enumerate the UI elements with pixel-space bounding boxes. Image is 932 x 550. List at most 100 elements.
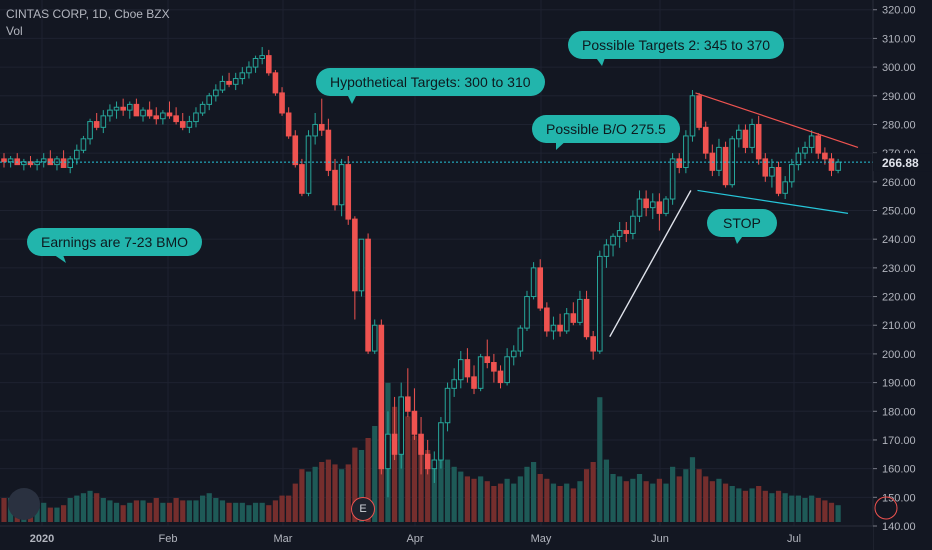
volume-bar	[418, 445, 424, 522]
volume-bar	[663, 483, 669, 522]
volume-bar	[391, 406, 398, 522]
candle-body	[146, 109, 153, 117]
candle-body	[716, 146, 722, 171]
annotation-hypothetical-targets[interactable]: Hypothetical Targets: 300 to 310	[316, 68, 545, 96]
volume-bar	[425, 450, 431, 522]
volume-bar	[431, 459, 437, 522]
volume-bar	[80, 493, 87, 522]
volume-bar	[822, 500, 828, 522]
volume-bar	[272, 500, 279, 522]
time-tick-label: Jul	[787, 533, 801, 545]
candle-body	[193, 112, 199, 123]
volume-bar	[127, 502, 133, 522]
annotation-earnings[interactable]: Earnings are 7-23 BMO	[27, 228, 203, 256]
volume-bar	[160, 502, 166, 522]
volume-bar	[173, 498, 179, 522]
price-tick-label: 220.00	[882, 292, 916, 304]
candle-body	[60, 158, 67, 168]
volume-bar	[67, 498, 73, 522]
annotation-stop[interactable]: STOP	[707, 209, 777, 237]
candle-body	[226, 80, 232, 85]
alert-circle	[874, 496, 898, 520]
volume-bar	[762, 490, 768, 522]
candle-body	[93, 121, 100, 128]
price-tick-label: 300.00	[882, 62, 916, 74]
volume-bar	[451, 466, 457, 522]
candle-body	[431, 459, 438, 470]
time-tick-label: May	[531, 533, 552, 545]
candle-body	[736, 129, 742, 140]
candle-body	[7, 158, 14, 163]
volume-bar	[617, 476, 623, 522]
candle-body	[338, 164, 345, 206]
candle-body	[669, 158, 676, 200]
annotation-targets-2[interactable]: Possible Targets 2: 345 to 370	[568, 31, 785, 59]
volume-bar	[703, 476, 709, 522]
volume-bar	[610, 474, 616, 522]
candle-body	[557, 324, 563, 332]
volume-bar	[550, 483, 557, 522]
volume-bar	[352, 447, 358, 522]
volume-bar	[113, 502, 120, 522]
volume-bar	[34, 505, 40, 522]
tradingview-logo[interactable]	[8, 488, 40, 520]
price-tick-label: 240.00	[882, 234, 916, 246]
candle-body	[133, 103, 140, 117]
volume-bar	[676, 476, 682, 522]
volume-bar	[564, 483, 570, 522]
volume-bar	[411, 435, 418, 522]
trend-line-breakout	[609, 190, 692, 338]
volume-bar	[358, 450, 365, 522]
earnings-event-icon[interactable]: E	[351, 497, 375, 521]
volume-bar	[233, 502, 239, 522]
candle-body	[206, 95, 213, 105]
candle-body	[252, 57, 259, 68]
volume-bar	[583, 469, 590, 522]
candle-body	[749, 123, 755, 148]
volume-bar	[650, 483, 656, 522]
candle-body	[405, 396, 411, 412]
price-tick-label: 180.00	[882, 406, 916, 418]
volume-bar	[689, 457, 696, 522]
volume-bar	[1, 498, 7, 522]
volume-bar	[107, 500, 113, 522]
volume-bar	[656, 478, 662, 522]
price-badge: 266.88	[882, 156, 919, 170]
candle-body	[603, 244, 610, 257]
candle-body	[504, 356, 510, 384]
volume-bar	[809, 495, 815, 522]
candle-body	[597, 255, 603, 352]
price-tick-label: 170.00	[882, 435, 916, 447]
candle-body	[74, 149, 80, 160]
volume-bar	[742, 490, 749, 522]
candle-body	[550, 324, 557, 332]
candle-body	[213, 89, 219, 97]
time-axis	[0, 526, 873, 550]
price-tick-label: 140.00	[882, 521, 916, 533]
candle-body	[411, 410, 418, 435]
candle-body	[166, 112, 173, 117]
candle-body	[332, 169, 338, 206]
annotation-breakout[interactable]: Possible B/O 275.5	[532, 115, 680, 143]
candle-body	[21, 161, 27, 166]
volume-bar	[286, 495, 292, 522]
price-tick-label: 230.00	[882, 263, 916, 275]
volume-bar	[332, 464, 338, 522]
candle-body	[477, 356, 484, 389]
volume-bar	[557, 486, 563, 522]
candle-body	[464, 359, 471, 378]
volume-bar	[722, 483, 729, 522]
candle-body	[815, 135, 822, 154]
volume-bar	[597, 397, 603, 522]
candle-body	[345, 164, 352, 220]
candle-body	[775, 166, 782, 194]
volume-bar	[544, 478, 550, 522]
volume-bar	[484, 481, 490, 522]
candle-body	[385, 433, 391, 470]
volume-bar	[471, 478, 477, 522]
candle-body	[424, 453, 431, 470]
candle-body	[491, 362, 497, 372]
candle-body	[239, 72, 246, 80]
candle-body	[484, 356, 491, 364]
candle-body	[312, 123, 318, 137]
